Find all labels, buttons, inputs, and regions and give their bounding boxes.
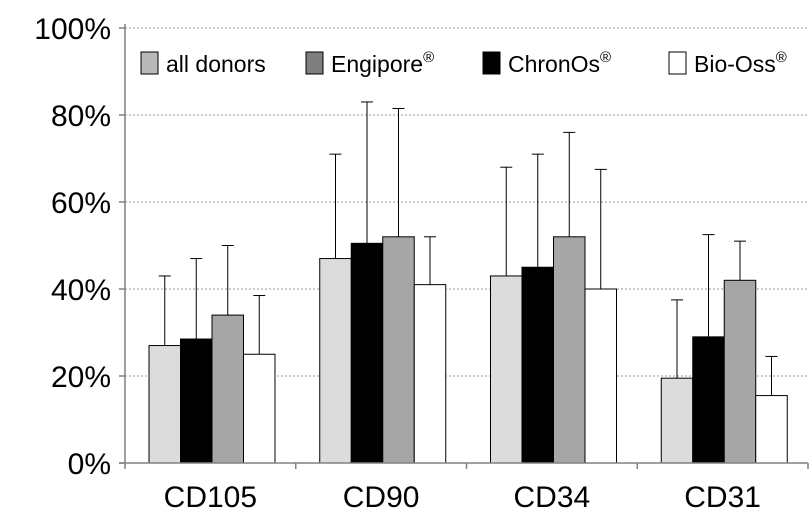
legend-label-text: Engipore	[331, 51, 423, 77]
legend-label-text: ChronOs	[508, 51, 600, 77]
axes: 0% 20% 40% 60% 80% 100% CD105 CD90 CD34 CD31	[34, 13, 809, 514]
bar	[319, 258, 352, 464]
legend-label-text: Bio-Oss	[694, 51, 776, 77]
y-tick-label: 20%	[51, 361, 111, 394]
bar	[755, 395, 788, 464]
bar	[584, 288, 617, 464]
legend-swatch	[482, 51, 501, 75]
y-tick-label: 0%	[68, 448, 111, 481]
legend-label: ChronOs®	[508, 49, 611, 77]
bar	[490, 275, 523, 464]
bar	[350, 242, 384, 464]
bar	[413, 284, 447, 464]
legend-label-superscript: ®	[423, 49, 434, 66]
bar	[660, 377, 694, 464]
bar	[243, 353, 276, 464]
legend-label: Engipore®	[331, 49, 434, 77]
legend: all donors Engipore® ChronOs® Bio-Oss®	[140, 49, 787, 77]
legend-label-text: all donors	[166, 51, 266, 77]
legend-label: all donors	[166, 51, 266, 77]
bar	[521, 266, 554, 464]
bars	[148, 236, 788, 464]
y-tick-label: 80%	[51, 100, 111, 133]
y-tick-label: 40%	[51, 274, 111, 307]
bar	[553, 236, 586, 464]
bar	[180, 338, 213, 464]
y-tick-label: 60%	[51, 187, 111, 220]
category-label: CD90	[343, 481, 420, 514]
bar	[723, 279, 757, 464]
legend-swatch	[140, 51, 159, 75]
bar	[148, 345, 181, 464]
legend-label-superscript: ®	[776, 49, 787, 66]
legend-label: Bio-Oss®	[694, 49, 787, 77]
error-bars	[158, 101, 778, 396]
legend-label-superscript: ®	[600, 49, 611, 66]
category-label: CD34	[514, 481, 591, 514]
legend-swatch	[668, 51, 687, 75]
bar	[211, 314, 244, 464]
bar	[382, 236, 415, 464]
legend-swatch	[305, 51, 324, 75]
y-tick-label: 100%	[34, 13, 111, 46]
category-label: CD31	[684, 481, 761, 514]
category-label: CD105	[164, 481, 257, 514]
bar	[692, 336, 725, 464]
